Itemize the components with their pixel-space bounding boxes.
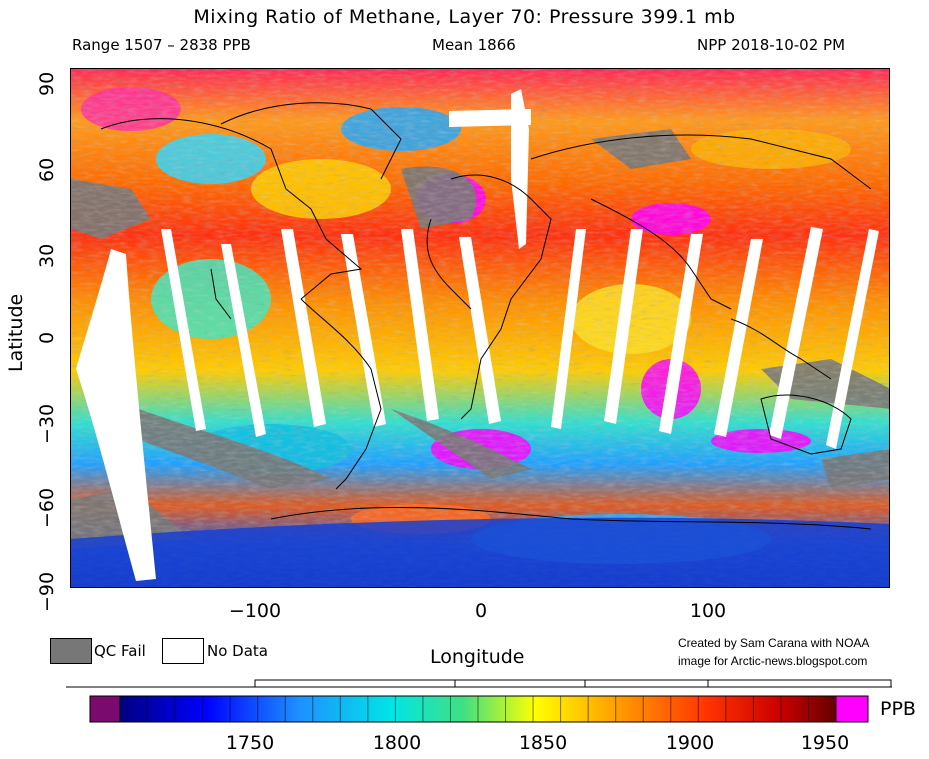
coastlines bbox=[100, 102, 872, 530]
ytick-minus-60: −60 bbox=[36, 487, 58, 528]
xtick-0: 0 bbox=[474, 600, 488, 622]
satellite-date-text: NPP 2018-10-02 PM bbox=[697, 36, 846, 54]
no-data-swaths bbox=[76, 89, 879, 581]
credit-line-2: image for Arctic-news.blogspot.com bbox=[678, 654, 868, 668]
colorbar-frame bbox=[66, 679, 892, 688]
qc-fail-swatch bbox=[50, 638, 92, 664]
x-axis-label: Longitude bbox=[430, 646, 525, 668]
qc-fail-label: QC Fail bbox=[94, 642, 146, 660]
colorbar-cell-dividers bbox=[147, 696, 809, 722]
colorbar-low-swatch bbox=[89, 695, 121, 723]
colorbar-label-1800: 1800 bbox=[372, 732, 422, 754]
ytick-minus-30: −30 bbox=[36, 403, 58, 444]
colorbar-label-1950: 1950 bbox=[800, 732, 850, 754]
credit-line-1: Created by Sam Carana with NOAA bbox=[678, 636, 870, 650]
colorbar-label-1750: 1750 bbox=[225, 732, 275, 754]
colorbar-label-1850: 1850 bbox=[518, 732, 568, 754]
ytick-30: 30 bbox=[36, 243, 58, 268]
antarctic-band bbox=[71, 517, 889, 587]
colorbar-unit: PPB bbox=[880, 698, 916, 720]
range-text: Range 1507 – 2838 PPB bbox=[72, 36, 251, 54]
colorbar-high-swatch bbox=[835, 695, 869, 723]
ytick-90: 90 bbox=[36, 71, 58, 96]
ytick-minus-90: −90 bbox=[36, 571, 58, 612]
ytick-60: 60 bbox=[36, 157, 58, 182]
no-data-swatch bbox=[162, 638, 204, 664]
mean-text: Mean 1866 bbox=[432, 36, 516, 54]
ytick-0: 0 bbox=[36, 331, 58, 344]
xtick-100: 100 bbox=[689, 600, 727, 622]
colorbar-label-1900: 1900 bbox=[665, 732, 715, 754]
map-title: Mixing Ratio of Methane, Layer 70: Press… bbox=[193, 6, 736, 28]
methane-map bbox=[70, 68, 890, 588]
xtick-minus-100: −100 bbox=[228, 600, 282, 622]
colorbar bbox=[89, 695, 869, 723]
y-axis-label: Latitude bbox=[5, 293, 27, 372]
no-data-label: No Data bbox=[207, 642, 268, 660]
